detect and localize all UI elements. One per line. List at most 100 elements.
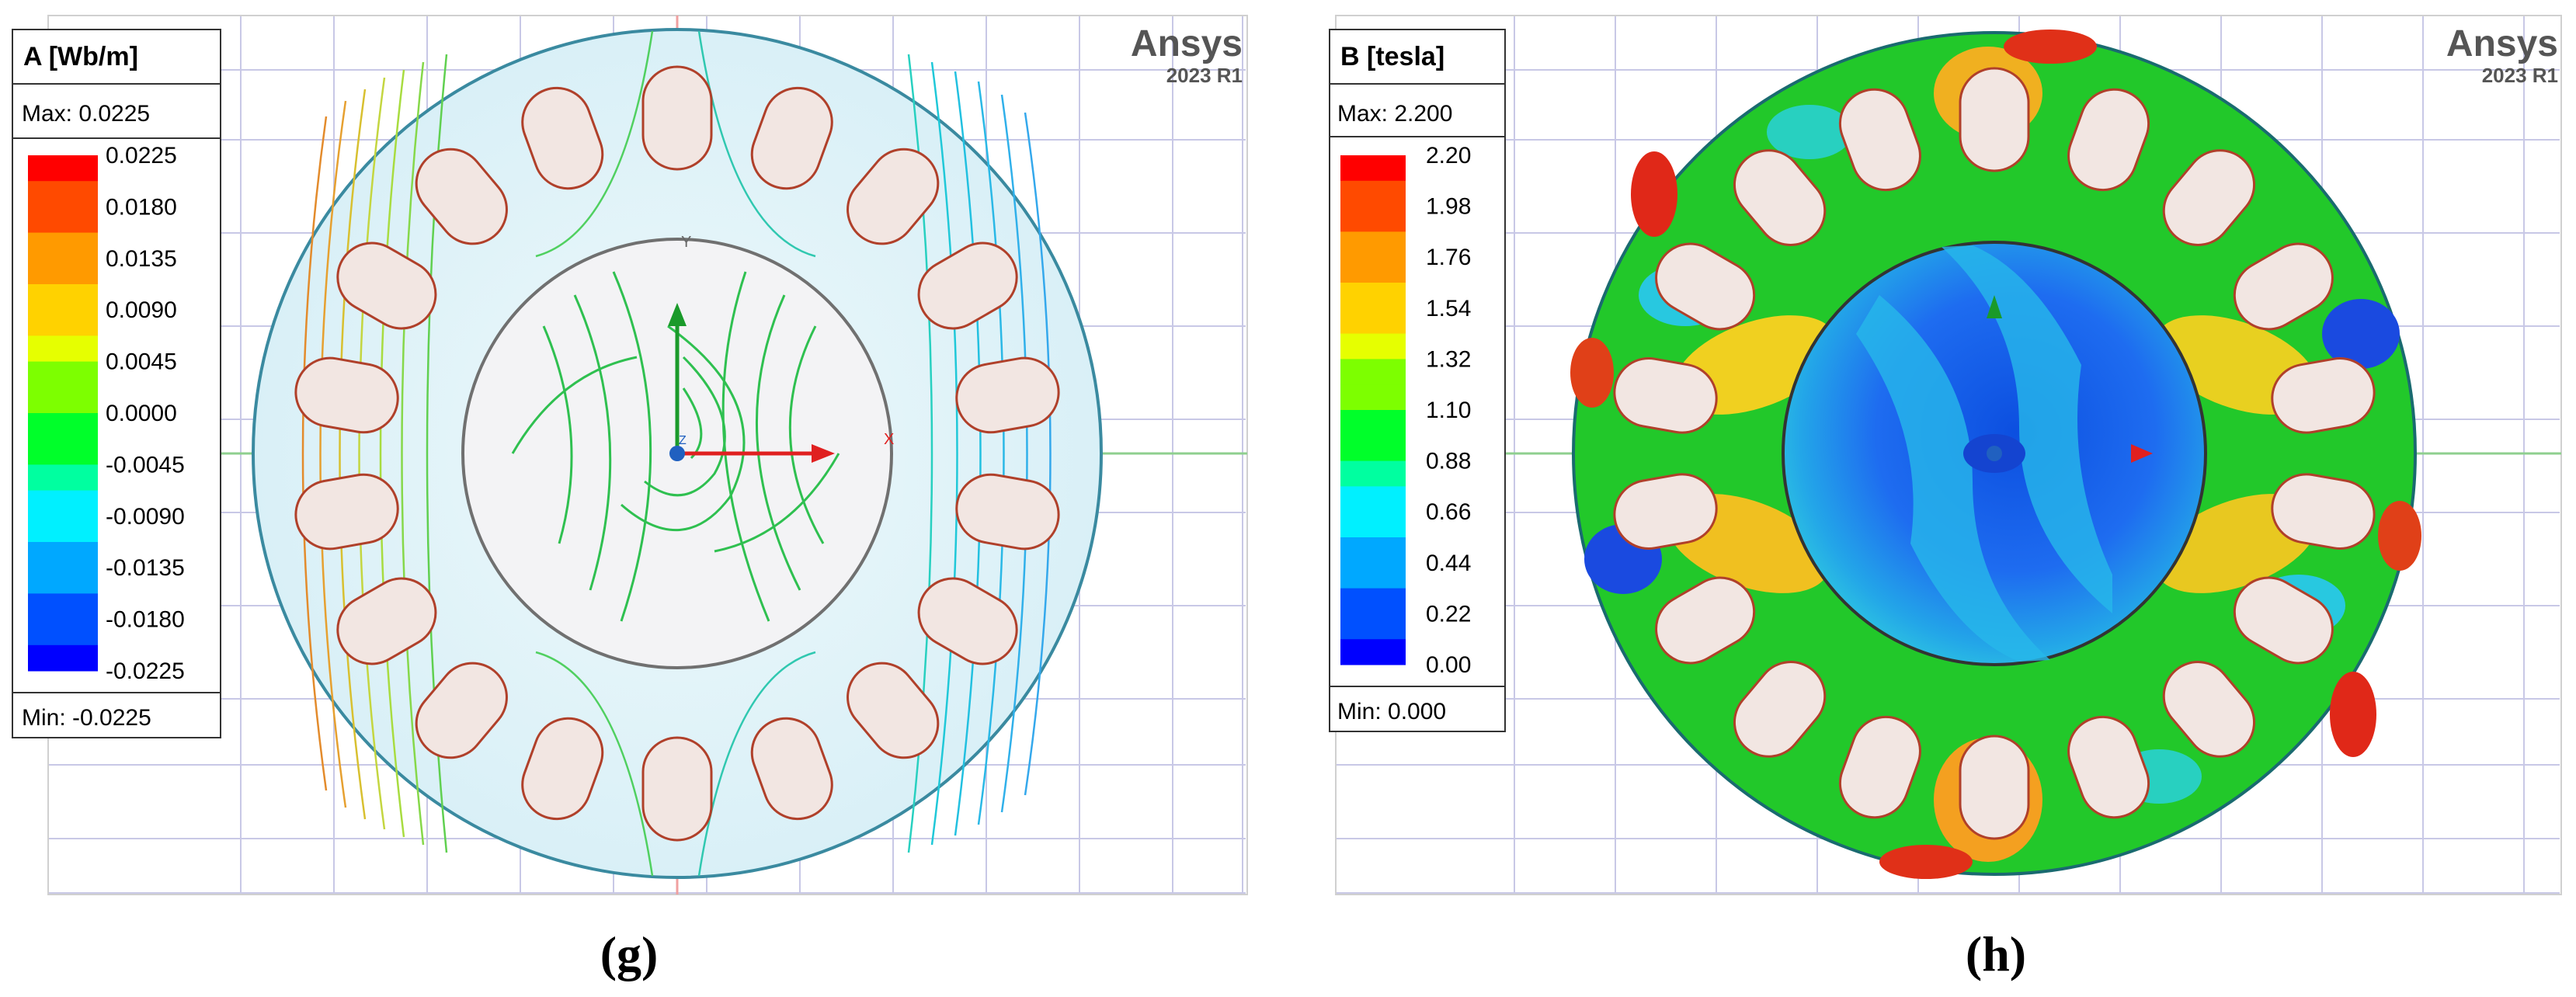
scale-swatch [28,387,98,414]
scale-swatch [28,619,98,646]
scale-tick-label: 0.44 [1426,551,1471,576]
scale-swatch [28,464,98,492]
brand-name: Ansys [1131,23,1243,64]
y-axis-label: Y [681,234,691,251]
stator-slot [1613,357,1718,434]
scale-tick-label: -0.0180 [106,607,185,633]
stator-slot [1838,715,1921,819]
stator-slot [2162,661,2256,758]
scale-swatch [28,413,98,439]
panel-h: Ansys 2023 R1 B [tesla] Max: 2.200 2.20 1… [1329,15,2562,981]
stator-slot [917,577,1018,665]
stator-slot [415,662,508,759]
scale-ticks: 2.20 1.98 1.76 1.54 1.32 1.10 0.88 0.66 0.44 0.22… [1426,143,1471,678]
y-arrow-icon [1987,295,2002,318]
scale-swatch [28,181,98,207]
scale-swatch [28,155,98,182]
stator-slot [336,241,437,330]
version-label: 2023 R1 [1166,64,1243,87]
stator-slot [1733,149,1827,246]
brand-name: Ansys [2446,23,2558,64]
scale-swatch [28,516,98,543]
stator-slot [641,65,713,171]
scale-swatch [1340,180,1406,207]
scale-swatch [28,542,98,568]
legend-max: Max: 2.200 [1337,101,1452,127]
stator-slot [1838,88,1921,192]
scale-ticks: 0.0225 0.0180 0.0135 0.0090 0.0045 0.0000 -0.0… [106,143,185,684]
color-scale [1340,155,1406,665]
rotor-contour-lines [511,271,840,622]
scale-tick-label: 0.0045 [106,349,177,375]
scale-tick-label: 0.0135 [106,246,177,272]
scale-swatch [1340,359,1406,385]
scale-swatch [1340,257,1406,283]
stator-slot [336,577,437,665]
x-arrow-icon [812,444,835,463]
legend: A [Wb/m] Max: 0.0225 0.02250.01800.01350… [12,29,221,738]
scale-swatch [1340,613,1406,640]
stator-slot [521,86,604,190]
scale-tick-label: 1.10 [1426,398,1471,423]
caption-g: (g) [600,926,659,981]
scale-swatch [28,284,98,311]
scale-swatch [28,361,98,388]
scale-swatch [1340,639,1406,665]
stator-slot [917,241,1018,330]
scale-swatch [1340,155,1406,182]
scale-swatch [1340,435,1406,462]
scale-swatch [1340,307,1406,335]
caption-h: (h) [1966,926,2026,981]
scale-tick-label: 0.0090 [106,297,177,323]
scale-swatch [1340,333,1406,360]
stator-slot [641,736,713,842]
stator-slot [955,473,1060,551]
scale-tick-label: 0.0180 [106,194,177,220]
stator-slot [1655,242,1756,331]
stator-slot [2271,473,2376,550]
legend-title: A [Wb/m] [23,42,138,71]
scale-swatch [28,568,98,594]
scale-swatch [28,258,98,285]
scale-swatch [28,593,98,620]
version-label: 2023 R1 [2482,64,2558,87]
scale-tick-label: 1.54 [1426,296,1471,321]
stator-slot [294,356,399,434]
color-scale [28,155,98,672]
scale-tick-label: -0.0090 [106,504,185,530]
scale-tick-label: -0.0045 [106,452,185,478]
z-axis-icon [669,446,685,461]
y-arrow-icon [668,303,687,326]
stator-slot [1733,661,1827,758]
stator-slot [846,662,940,759]
scale-tick-label: 0.00 [1426,652,1471,678]
scale-swatch [28,335,98,363]
scale-swatch [1340,562,1406,589]
scale-tick-label: 0.0225 [106,143,177,168]
scale-swatch [1340,486,1406,512]
scale-tick-label: -0.0135 [106,555,185,581]
scale-swatch [1340,283,1406,309]
legend-min: Min: 0.000 [1337,699,1446,724]
x-axis-label: X [884,431,894,448]
stator-slot [294,473,399,551]
scale-swatch [28,439,98,465]
scale-swatch [1340,384,1406,411]
stator-slot [1613,473,1718,550]
stator-slot [2271,357,2376,434]
scale-swatch [1340,512,1406,538]
scale-tick-label: -0.0225 [106,658,185,684]
x-arrow-icon [2131,444,2153,463]
stator-slots [1613,67,2376,840]
scale-swatch [1340,588,1406,614]
scale-swatch [28,644,98,672]
scale-swatch [1340,231,1406,258]
scale-swatch [1340,537,1406,564]
scale-swatch [28,490,98,517]
scale-tick-label: 2.20 [1426,143,1471,168]
stator-slots [294,65,1060,842]
stator-slot [2233,242,2334,331]
scale-tick-label: 0.88 [1426,449,1471,474]
legend-title: B [tesla] [1340,42,1444,71]
